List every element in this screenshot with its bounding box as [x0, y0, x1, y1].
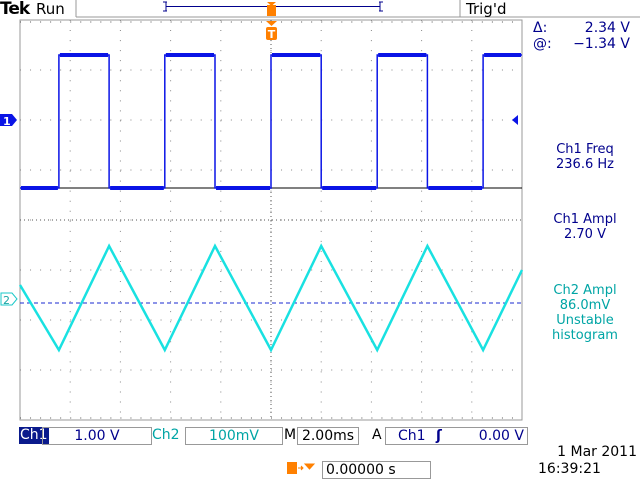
- timebase-label: M: [284, 427, 297, 443]
- measurement-label: Ch1 Ampl: [553, 212, 617, 227]
- svg-text:1: 1: [3, 115, 11, 128]
- trigger-level[interactable]: 0.00 V: [478, 428, 524, 444]
- trace-ch1: [20, 54, 522, 189]
- measurement-label: Ch2 Ampl: [553, 283, 617, 298]
- trigger-mode: A: [372, 427, 382, 443]
- measurement-note: histogram: [552, 328, 618, 343]
- measurement-ch2-ampl: Ch2 Ampl 86.0mV Unstable histogram: [530, 283, 640, 343]
- measurement-note: Unstable: [556, 313, 614, 328]
- timebase-value[interactable]: 2.00ms: [297, 427, 359, 445]
- time: 16:39:21: [538, 461, 601, 477]
- trigger-position-value[interactable]: 0.00000 s: [322, 461, 431, 479]
- trigger-settings: Ch1 ʃ 0.00 V: [385, 427, 528, 445]
- measurement-ch1-freq: Ch1 Freq 236.6 Hz: [530, 142, 640, 172]
- cursor-delta-value: 2.34 V: [584, 20, 630, 36]
- measurement-label: Ch1 Freq: [556, 142, 614, 157]
- ch1-scale[interactable]: 1.00 V: [42, 427, 152, 445]
- measurement-value: 2.70 V: [564, 227, 606, 242]
- trigger-level-marker: [512, 115, 518, 125]
- date: 1 Mar 2011: [557, 444, 637, 460]
- ch1-button[interactable]: Ch1: [19, 427, 49, 444]
- svg-text:2: 2: [3, 294, 10, 307]
- trigger-source[interactable]: Ch1: [398, 428, 426, 444]
- measurement-ch1-ampl: Ch1 Ampl 2.70 V: [530, 212, 640, 242]
- acquisition-status: Run: [36, 0, 65, 18]
- trace-ch2: [18, 243, 524, 353]
- ch2-button[interactable]: Ch2: [152, 427, 180, 443]
- brand-logo: Tek: [0, 0, 30, 19]
- ch2-scale[interactable]: 100mV: [185, 427, 283, 445]
- cursor-delta-label: Δ:: [533, 20, 548, 36]
- header-bar: T: [75, 0, 640, 41]
- measurement-value: 236.6 Hz: [556, 157, 614, 172]
- svg-text:T: T: [268, 28, 276, 41]
- trigger-to-position-icon: [287, 462, 316, 474]
- measurement-value: 86.0mV: [559, 298, 611, 313]
- cursor-at-value: −1.34 V: [573, 36, 630, 52]
- rising-edge-icon: ʃ: [436, 428, 442, 444]
- cursor-at-label: @:: [533, 36, 552, 52]
- trigger-point-icon: T: [266, 21, 277, 41]
- trigger-status: Trig'd: [466, 0, 507, 18]
- ch2-marker: 2: [0, 292, 18, 307]
- trigger-position-icon: [267, 2, 276, 16]
- ch1-marker: 1: [0, 114, 17, 128]
